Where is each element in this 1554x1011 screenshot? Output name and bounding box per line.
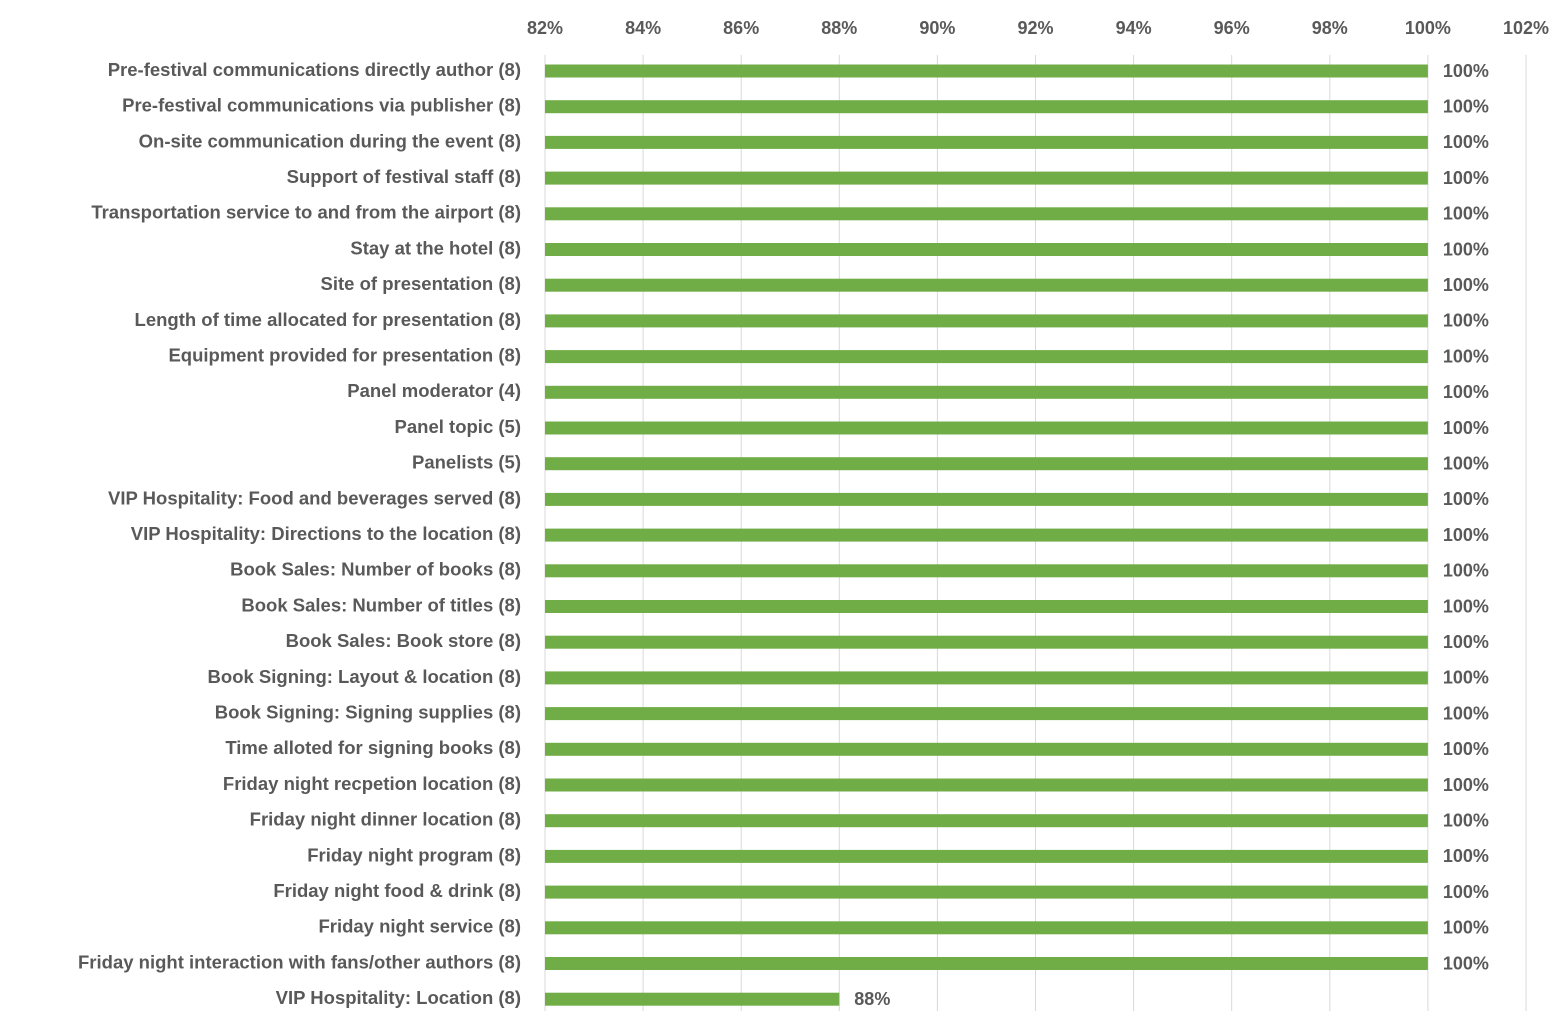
data-label: 100% bbox=[1443, 953, 1489, 973]
category-label: VIP Hospitality: Directions to the locat… bbox=[131, 523, 521, 544]
data-label: 100% bbox=[1443, 275, 1489, 295]
data-label: 100% bbox=[1443, 346, 1489, 366]
bar bbox=[545, 564, 1428, 578]
category-label: Time alloted for signing books (8) bbox=[225, 737, 521, 758]
category-label: Panelists (5) bbox=[412, 452, 521, 473]
bar bbox=[545, 492, 1428, 506]
data-label: 100% bbox=[1443, 61, 1489, 81]
x-tick-label: 92% bbox=[1017, 18, 1053, 38]
data-label: 100% bbox=[1443, 489, 1489, 509]
bar bbox=[545, 100, 1428, 114]
category-label: Book Sales: Number of titles (8) bbox=[241, 594, 521, 615]
bar bbox=[545, 635, 1428, 649]
data-labels: 100% 100% 100% 100% 100% 100% 100% 100% 100% 100%… bbox=[854, 61, 1489, 1009]
bar bbox=[545, 171, 1428, 185]
x-tick-label: 102% bbox=[1503, 18, 1549, 38]
bar bbox=[545, 385, 1428, 399]
data-label: 100% bbox=[1443, 810, 1489, 830]
data-label: 100% bbox=[1443, 96, 1489, 116]
data-label: 100% bbox=[1443, 703, 1489, 723]
category-label: Panel moderator (4) bbox=[347, 380, 521, 401]
x-tick-label: 90% bbox=[919, 18, 955, 38]
category-label: Book Signing: Signing supplies (8) bbox=[215, 701, 521, 722]
category-label: Friday night recpetion location (8) bbox=[223, 773, 521, 794]
bar bbox=[545, 992, 840, 1006]
category-label: Friday night food & drink (8) bbox=[273, 880, 521, 901]
bar bbox=[545, 207, 1428, 221]
x-tick-label: 96% bbox=[1214, 18, 1250, 38]
category-label: On-site communication during the event (… bbox=[139, 130, 521, 151]
category-label: Book Sales: Number of books (8) bbox=[230, 559, 521, 580]
data-label: 88% bbox=[854, 989, 890, 1009]
bar bbox=[545, 671, 1428, 685]
data-label: 100% bbox=[1443, 311, 1489, 331]
bars bbox=[545, 64, 1428, 1006]
bar bbox=[545, 243, 1428, 256]
data-label: 100% bbox=[1443, 168, 1489, 188]
bar bbox=[545, 350, 1428, 364]
bar bbox=[545, 742, 1428, 756]
data-label: 100% bbox=[1443, 918, 1489, 938]
data-label: 100% bbox=[1443, 739, 1489, 759]
data-label: 100% bbox=[1443, 132, 1489, 152]
category-label: Length of time allocated for presentatio… bbox=[135, 309, 521, 330]
category-label: Friday night interaction with fans/other… bbox=[78, 951, 521, 972]
bar bbox=[545, 600, 1428, 613]
bar bbox=[545, 457, 1428, 471]
category-label: Friday night program (8) bbox=[307, 844, 521, 865]
data-label: 100% bbox=[1443, 204, 1489, 224]
bar bbox=[545, 135, 1428, 149]
category-label: Book Sales: Book store (8) bbox=[286, 630, 521, 651]
x-tick-label: 88% bbox=[821, 18, 857, 38]
x-tick-label: 82% bbox=[527, 18, 563, 38]
category-label: Equipment provided for presentation (8) bbox=[168, 344, 521, 365]
bar bbox=[545, 64, 1428, 78]
category-label: Pre-festival communications via publishe… bbox=[122, 95, 521, 116]
category-label: Pre-festival communications directly aut… bbox=[108, 59, 521, 80]
data-label: 100% bbox=[1443, 632, 1489, 652]
data-label: 100% bbox=[1443, 882, 1489, 902]
bar bbox=[545, 885, 1428, 899]
category-axis: Pre-festival communications directly aut… bbox=[78, 59, 521, 1008]
data-label: 100% bbox=[1443, 775, 1489, 795]
category-label: Stay at the hotel (8) bbox=[350, 237, 521, 258]
category-label: Book Signing: Layout & location (8) bbox=[208, 666, 521, 687]
x-tick-label: 100% bbox=[1405, 18, 1451, 38]
data-label: 100% bbox=[1443, 668, 1489, 688]
bar bbox=[545, 528, 1428, 542]
data-label: 100% bbox=[1443, 453, 1489, 473]
x-tick-label: 94% bbox=[1116, 18, 1152, 38]
category-label: Friday night service (8) bbox=[318, 916, 521, 937]
data-label: 100% bbox=[1443, 561, 1489, 581]
category-label: Support of festival staff (8) bbox=[287, 166, 521, 187]
bar bbox=[545, 778, 1428, 792]
x-tick-label: 84% bbox=[625, 18, 661, 38]
x-tick-label: 86% bbox=[723, 18, 759, 38]
x-tick-label: 98% bbox=[1312, 18, 1348, 38]
category-label: Transportation service to and from the a… bbox=[91, 202, 521, 223]
data-label: 100% bbox=[1443, 418, 1489, 438]
category-label: VIP Hospitality: Location (8) bbox=[276, 987, 521, 1008]
bar bbox=[545, 849, 1428, 863]
category-label: Friday night dinner location (8) bbox=[250, 809, 521, 830]
bar bbox=[545, 314, 1428, 328]
data-label: 100% bbox=[1443, 525, 1489, 545]
data-label: 100% bbox=[1443, 846, 1489, 866]
bar bbox=[545, 278, 1428, 292]
bar bbox=[545, 421, 1428, 435]
data-label: 100% bbox=[1443, 239, 1489, 259]
bar bbox=[545, 957, 1428, 970]
data-label: 100% bbox=[1443, 596, 1489, 616]
bar bbox=[545, 921, 1428, 935]
data-label: 100% bbox=[1443, 382, 1489, 402]
category-label: Site of presentation (8) bbox=[321, 273, 521, 294]
category-label: Panel topic (5) bbox=[395, 416, 521, 437]
bar bbox=[545, 707, 1428, 721]
bar bbox=[545, 814, 1428, 828]
x-axis-ticks: 82% 84% 86% 88% 90% 92% 94% 96% 98% 100% 102% bbox=[527, 18, 1549, 38]
category-label: VIP Hospitality: Food and beverages serv… bbox=[108, 487, 521, 508]
